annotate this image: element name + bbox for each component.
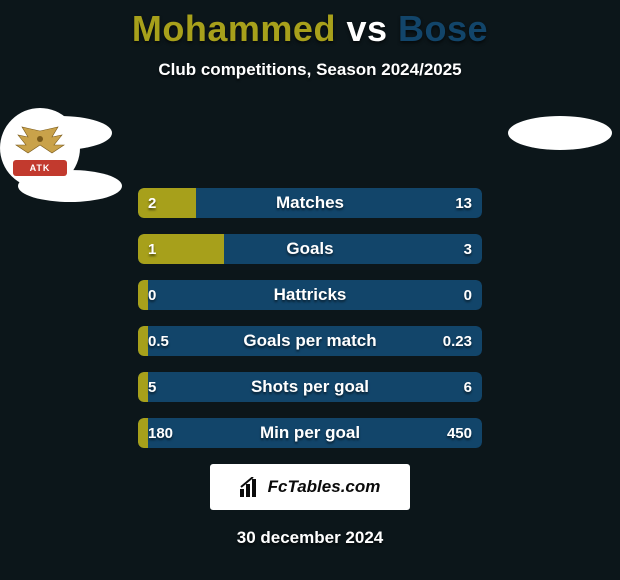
stat-label: Matches <box>138 188 482 218</box>
player1-name: Mohammed <box>132 8 336 49</box>
eagle-icon <box>12 125 68 165</box>
stats-bars: 213Matches 13Goals 00Hattricks 0.50.23Goals… <box>138 188 482 448</box>
stats-area: ATK 213Matches 13Goals 00Hattricks 0.50.23G… <box>0 108 620 448</box>
stat-row: 00Hattricks <box>138 280 482 310</box>
crest-text: ATK <box>30 163 51 173</box>
brand-box[interactable]: FcTables.com <box>210 464 410 510</box>
player2-badge-1 <box>508 116 612 150</box>
stat-row: 0.50.23Goals per match <box>138 326 482 356</box>
stat-row: 213Matches <box>138 188 482 218</box>
player2-name: Bose <box>398 8 488 49</box>
stat-label: Goals <box>138 234 482 264</box>
stat-label: Hattricks <box>138 280 482 310</box>
stat-label: Goals per match <box>138 326 482 356</box>
subtitle: Club competitions, Season 2024/2025 <box>0 60 620 80</box>
brand-text: FcTables.com <box>268 477 381 497</box>
vs-label: vs <box>346 8 387 49</box>
comparison-card: Mohammed vs Bose Club competitions, Seas… <box>0 0 620 580</box>
stat-row: 13Goals <box>138 234 482 264</box>
stat-label: Shots per goal <box>138 372 482 402</box>
crest-ribbon: ATK <box>13 160 67 176</box>
player2-club-crest: ATK <box>0 108 80 188</box>
crest-graphic: ATK <box>10 118 70 178</box>
stat-row: 180450Min per goal <box>138 418 482 448</box>
stat-row: 56Shots per goal <box>138 372 482 402</box>
page-title: Mohammed vs Bose <box>0 0 620 50</box>
brand-bars-icon <box>240 477 262 497</box>
stat-label: Min per goal <box>138 418 482 448</box>
date-label: 30 december 2024 <box>0 528 620 548</box>
